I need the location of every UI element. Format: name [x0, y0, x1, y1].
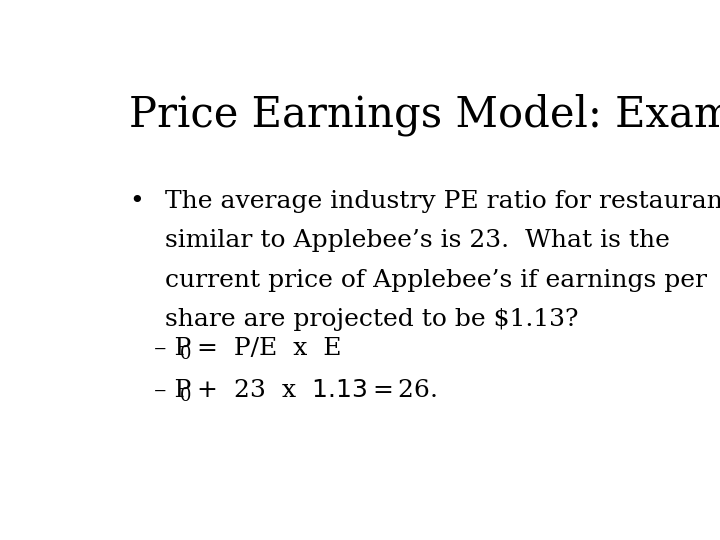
Text: The average industry PE ratio for restaurants: The average industry PE ratio for restau…	[166, 190, 720, 213]
Text: •: •	[129, 190, 144, 213]
Text: 0: 0	[180, 387, 192, 405]
Text: – P: – P	[154, 379, 192, 402]
Text: Price Earnings Model: Example: Price Earnings Model: Example	[129, 94, 720, 137]
Text: +  23  x  $1.13  =  $26.: + 23 x $1.13 = $26.	[189, 379, 437, 402]
Text: current price of Applebee’s if earnings per: current price of Applebee’s if earnings …	[166, 268, 707, 292]
Text: 0: 0	[180, 346, 192, 363]
Text: share are projected to be $1.13?: share are projected to be $1.13?	[166, 308, 579, 331]
Text: – P: – P	[154, 337, 192, 360]
Text: similar to Applebee’s is 23.  What is the: similar to Applebee’s is 23. What is the	[166, 229, 670, 252]
Text: =  P/E  x  E: = P/E x E	[189, 337, 341, 360]
